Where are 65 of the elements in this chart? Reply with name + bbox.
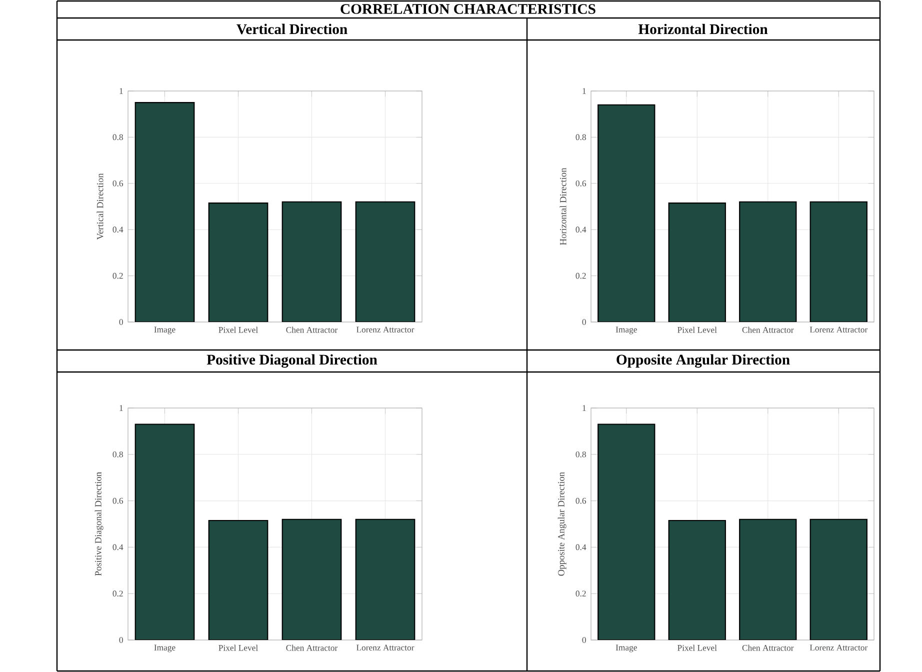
bar bbox=[282, 202, 342, 322]
y-tick-label: 0.8 bbox=[576, 134, 586, 140]
y-tick-label: 0 bbox=[119, 319, 123, 325]
bar bbox=[810, 518, 868, 640]
y-axis-title: Vertical Direction bbox=[96, 173, 104, 240]
bar bbox=[135, 102, 194, 322]
y-tick-label: 1 bbox=[120, 405, 123, 411]
y-tick-label: 0.2 bbox=[576, 590, 586, 597]
x-tick-label: Pixel Level bbox=[678, 644, 717, 651]
x-tick-label: Pixel Level bbox=[218, 644, 258, 651]
bar bbox=[740, 202, 796, 322]
x-tick-label: Pixel Level bbox=[218, 326, 258, 333]
y-tick-label: 0.4 bbox=[576, 544, 586, 550]
x-tick-label: Image bbox=[616, 644, 637, 652]
bar bbox=[810, 201, 868, 322]
y-tick-label: 0.4 bbox=[112, 226, 124, 233]
bar bbox=[208, 203, 268, 322]
y-tick-label: 0.6 bbox=[576, 180, 586, 186]
y-tick-label: 0.8 bbox=[576, 451, 586, 458]
y-tick-label: 1 bbox=[582, 88, 586, 94]
x-tick-label: Image bbox=[616, 326, 637, 334]
bar bbox=[668, 203, 726, 322]
y-axis-title: Opposite Angular Direction bbox=[558, 472, 566, 576]
y-tick-label: 0.6 bbox=[576, 498, 586, 504]
bar bbox=[355, 201, 416, 322]
chart-title: Vertical Direction bbox=[236, 24, 348, 34]
y-tick-label: 0 bbox=[582, 637, 586, 643]
x-tick-label: Lorenz Attractor bbox=[356, 326, 414, 333]
y-tick-label: 0.6 bbox=[112, 180, 124, 186]
y-axis-title: Positive Diagonal Direction bbox=[94, 472, 104, 576]
y-tick-label: 0.2 bbox=[112, 590, 123, 597]
x-tick-label: Pixel Level bbox=[678, 326, 717, 333]
x-tick-label: Lorenz Attractor bbox=[810, 326, 868, 333]
x-tick-label: Chen Attractor bbox=[286, 326, 338, 333]
x-tick-label: Image bbox=[154, 326, 176, 334]
y-tick-label: 0 bbox=[582, 319, 586, 325]
y-tick-label: 0.2 bbox=[112, 272, 123, 279]
chart-title: Horizontal Direction bbox=[638, 24, 768, 34]
bar bbox=[668, 520, 726, 640]
y-tick-label: 0.8 bbox=[112, 451, 123, 458]
x-tick-label: Lorenz Attractor bbox=[810, 644, 868, 651]
x-tick-label: Image bbox=[154, 644, 176, 652]
y-tick-label: 0.8 bbox=[112, 134, 123, 140]
chart-title: Positive Diagonal Direction bbox=[206, 354, 378, 368]
bar bbox=[282, 519, 342, 640]
text: CORRELATION CHARACTERISTICS bbox=[340, 4, 596, 14]
x-tick-label: Lorenz Attractor bbox=[356, 644, 414, 651]
y-tick-label: 0.4 bbox=[112, 544, 124, 550]
y-tick-label: 0 bbox=[119, 637, 123, 643]
bar bbox=[598, 424, 655, 640]
y-tick-label: 1 bbox=[582, 405, 586, 411]
bar bbox=[355, 518, 416, 640]
bar bbox=[135, 424, 194, 640]
x-tick-label: Chen Attractor bbox=[742, 326, 794, 333]
y-tick-label: 1 bbox=[120, 88, 123, 94]
x-tick-label: Chen Attractor bbox=[286, 644, 338, 651]
bar bbox=[208, 520, 268, 640]
chart-title: Opposite Angular Direction bbox=[616, 354, 790, 368]
bar bbox=[598, 104, 655, 322]
y-tick-label: 0.6 bbox=[112, 498, 124, 504]
y-axis-title: Horizontal Direction bbox=[560, 168, 566, 245]
bar bbox=[740, 519, 796, 640]
x-tick-label: Chen Attractor bbox=[742, 644, 794, 651]
y-tick-label: 0.2 bbox=[576, 272, 586, 279]
y-tick-label: 0.4 bbox=[576, 226, 586, 233]
